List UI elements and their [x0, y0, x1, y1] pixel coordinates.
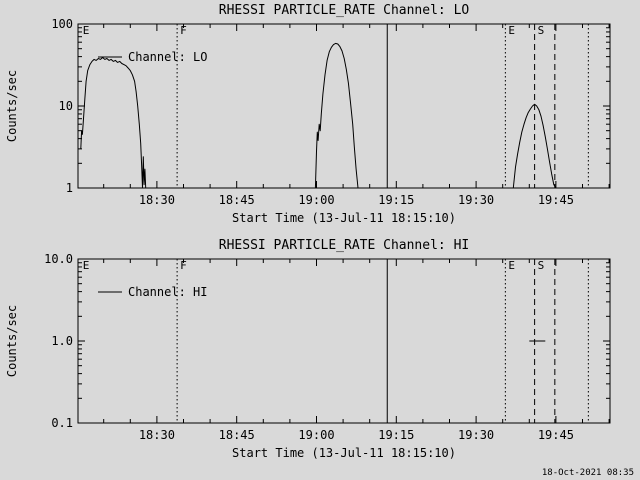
x-tick-label: 19:45: [538, 193, 574, 207]
x-tick-label: 19:00: [298, 428, 334, 442]
x-tick-label: 19:30: [458, 193, 494, 207]
y-tick-label: 10.0: [44, 252, 73, 266]
series-line: [314, 42, 359, 189]
series-line: [80, 57, 147, 189]
event-label: S: [538, 24, 545, 37]
chart-hi-canvas: RHESSI PARTICLE_RATE Channel: HI 18:30 18:…: [5, 238, 611, 460]
y-axis-label: Counts/sec: [5, 305, 19, 377]
y-tick-label: 10: [59, 99, 73, 113]
chart-lo: RHESSI PARTICLE_RATE Channel: LO 18:30 18:…: [0, 0, 640, 235]
x-axis-label: Start Time (13-Jul-11 18:15:10): [232, 211, 456, 225]
x-tick-label: 19:15: [378, 428, 414, 442]
x-tick-label: 19:00: [298, 193, 334, 207]
y-tick-label: 1.0: [51, 334, 73, 348]
x-axis-label: Start Time (13-Jul-11 18:15:10): [232, 446, 456, 460]
x-tick-label: 19:15: [378, 193, 414, 207]
chart-title: RHESSI PARTICLE_RATE Channel: HI: [219, 238, 469, 253]
x-tick-label: 18:30: [139, 428, 175, 442]
y-axis-label: Counts/sec: [5, 70, 19, 142]
series-line: [512, 103, 557, 189]
chart-hi: RHESSI PARTICLE_RATE Channel: HI 18:30 18:…: [0, 235, 640, 480]
x-tick-label: 19:45: [538, 428, 574, 442]
chart-title: RHESSI PARTICLE_RATE Channel: LO: [219, 3, 470, 18]
event-label: F: [180, 24, 187, 37]
event-label: F: [180, 259, 187, 272]
y-tick-label: 0.1: [51, 416, 73, 430]
x-tick-label: 19:30: [458, 428, 494, 442]
legend-label: Channel: LO: [128, 50, 207, 64]
render-timestamp: 18-Oct-2021 08:35: [541, 468, 634, 478]
x-tick-label: 18:45: [219, 428, 255, 442]
event-label: E: [83, 24, 90, 37]
y-tick-label: 1: [66, 181, 73, 195]
event-label: E: [508, 259, 515, 272]
plot-box: [77, 23, 611, 189]
legend-label: Channel: HI: [128, 285, 207, 299]
chart-lo-canvas: RHESSI PARTICLE_RATE Channel: LO 18:30 18:…: [5, 3, 611, 225]
event-label: E: [508, 24, 515, 37]
x-tick-label: 18:30: [139, 193, 175, 207]
event-label: S: [538, 259, 545, 272]
y-tick-label: 100: [51, 17, 73, 31]
event-label: E: [83, 259, 90, 272]
x-tick-label: 18:45: [219, 193, 255, 207]
